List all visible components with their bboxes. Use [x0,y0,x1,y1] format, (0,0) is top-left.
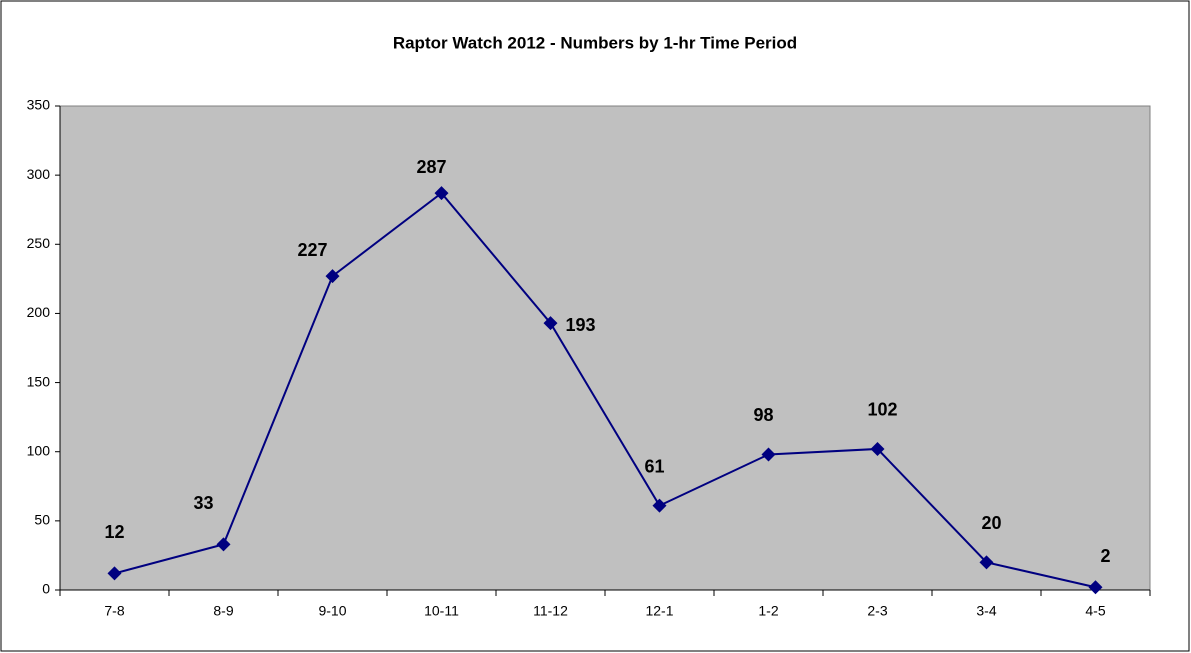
chart-title: Raptor Watch 2012 - Numbers by 1-hr Time… [393,33,797,52]
data-label: 227 [297,240,327,260]
x-tick-label: 3-4 [976,603,996,619]
x-tick-label: 10-11 [424,603,459,619]
data-label: 193 [565,315,595,335]
y-tick-label: 250 [27,235,51,251]
marker [652,498,667,513]
y-tick-label: 100 [27,442,51,458]
plot-area [59,105,1151,591]
data-label: 2 [1100,546,1110,566]
x-tick-label: 7-8 [104,603,124,619]
x-tick-label: 4-5 [1085,603,1105,619]
data-label: 20 [981,513,1001,533]
x-tick-label: 8-9 [213,603,233,619]
data-label: 61 [644,456,664,476]
data-label: 33 [193,493,213,513]
y-tick-label: 300 [27,166,51,182]
data-label: 98 [753,405,773,425]
marker [761,447,776,462]
y-tick-label: 200 [27,304,51,320]
y-tick-label: 350 [27,97,51,113]
x-tick-label: 12-1 [645,603,673,619]
data-label: 287 [416,157,446,177]
data-label: 12 [104,522,124,542]
y-tick-label: 150 [27,373,51,389]
marker [107,566,122,581]
marker [325,269,340,284]
x-tick-label: 2-3 [867,603,887,619]
marker [870,441,885,456]
marker [434,186,449,201]
line-series [114,191,1096,589]
x-tick-label: 9-10 [318,603,346,619]
marker [216,537,231,552]
marker [1088,580,1103,595]
x-tick-label: 1-2 [758,603,778,619]
marker [543,316,558,331]
marker [979,555,994,570]
x-tick-label: 11-12 [533,603,568,619]
y-tick-label: 50 [34,512,50,528]
data-label: 102 [867,400,897,420]
y-tick-label: 0 [42,581,50,597]
